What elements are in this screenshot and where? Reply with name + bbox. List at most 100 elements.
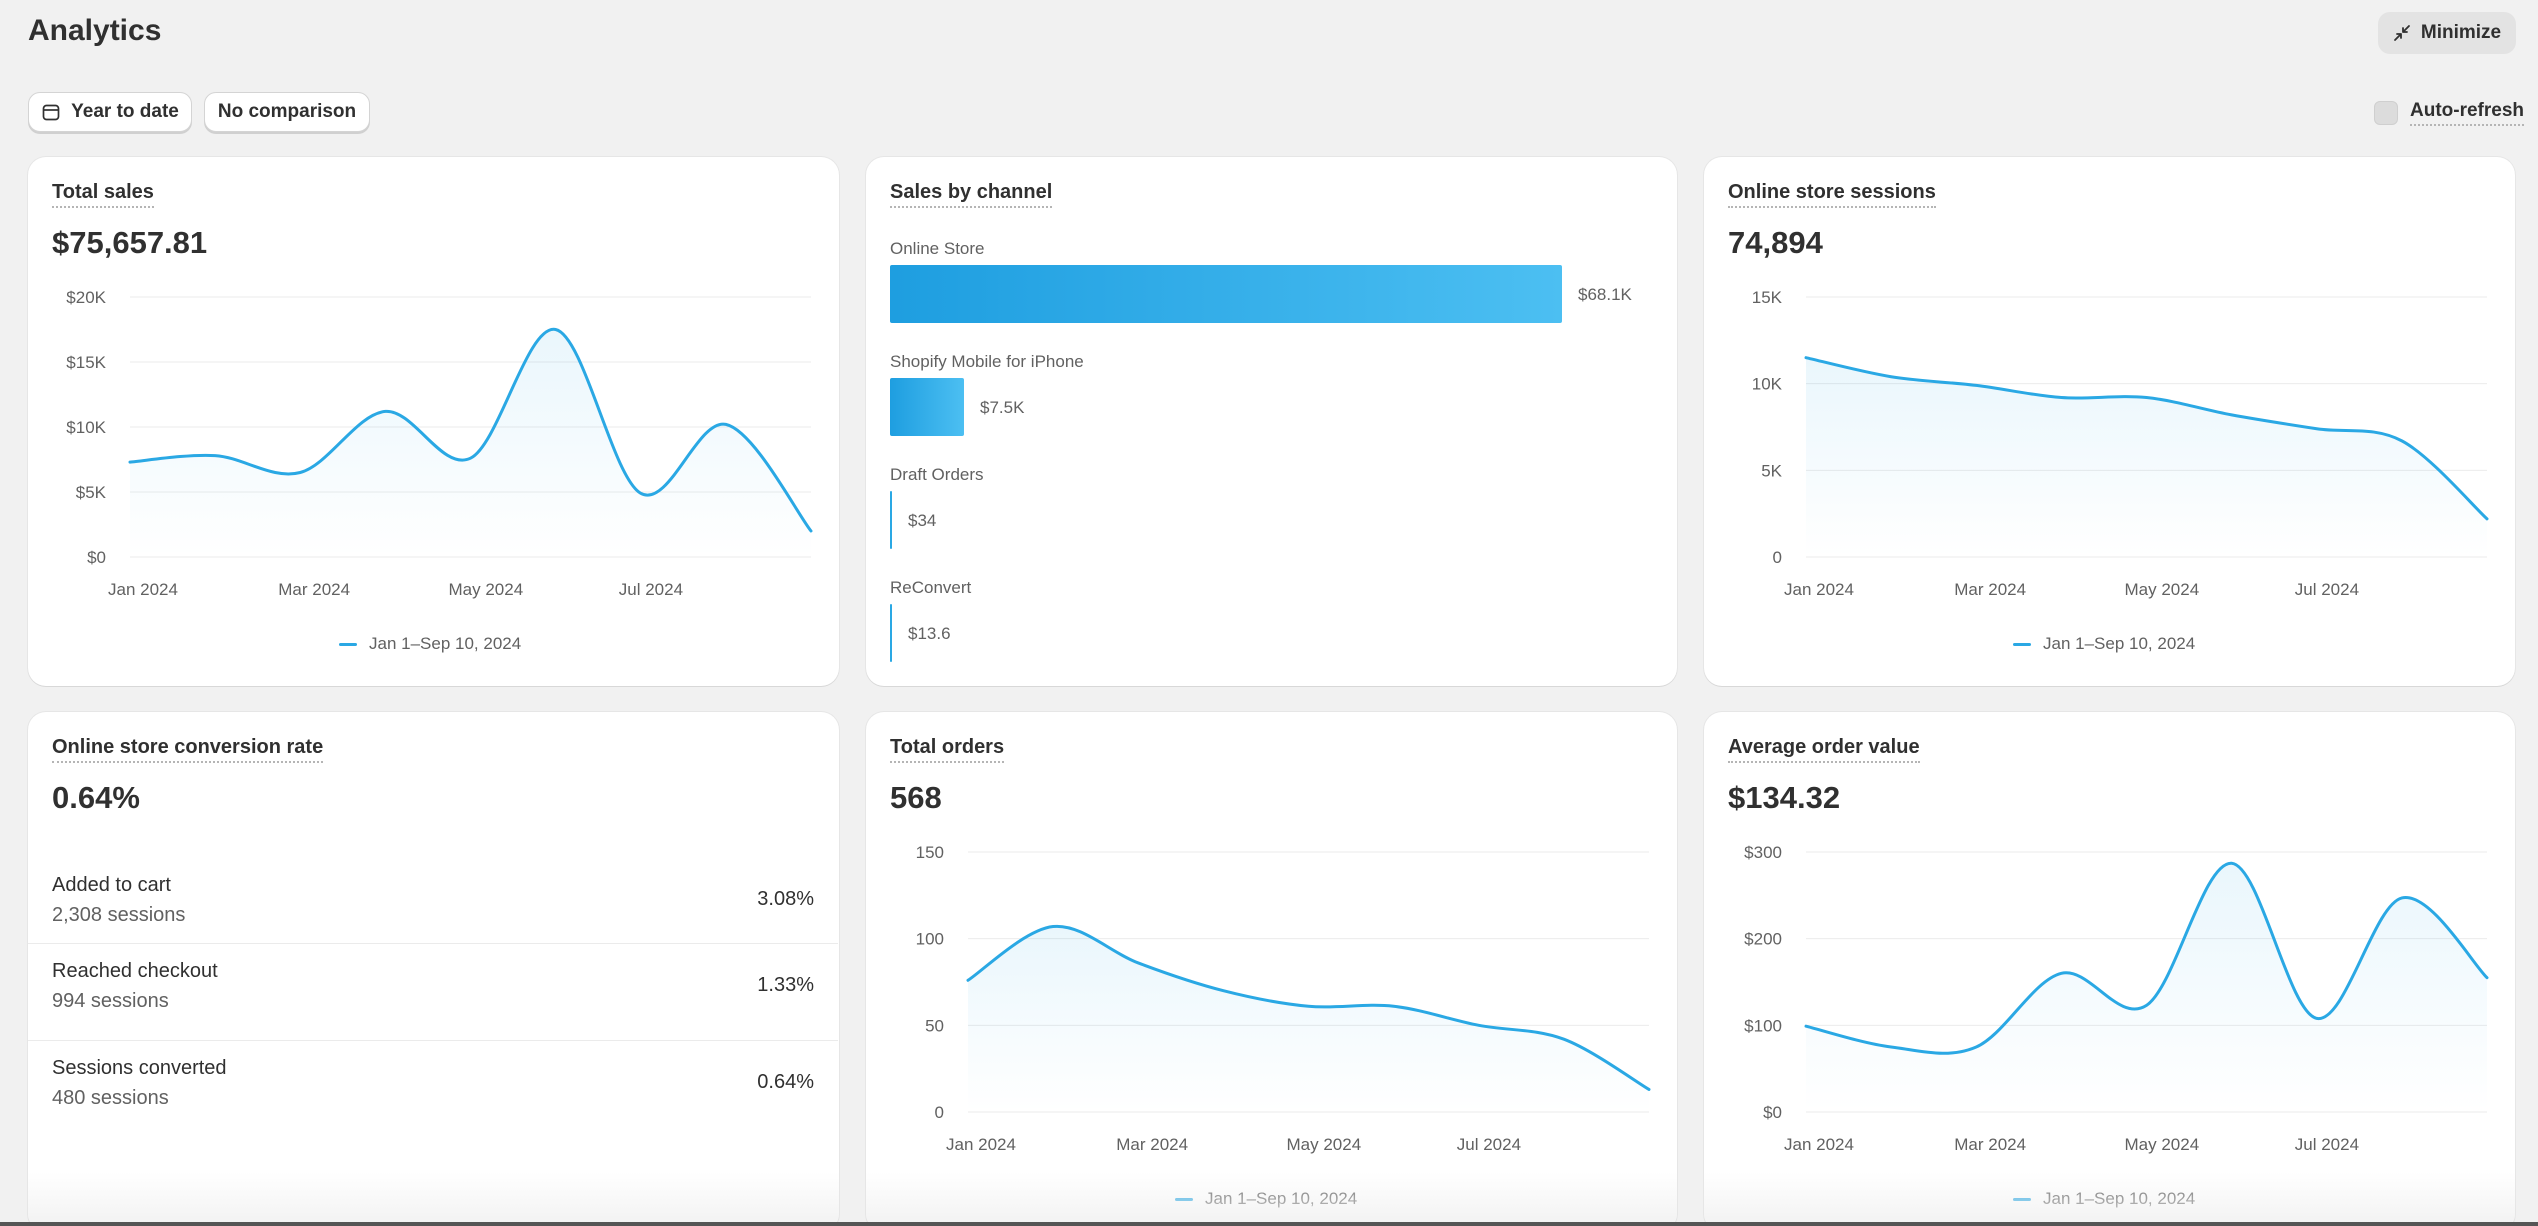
total-orders-chart: 0 50 100 150 Jan 2024 Mar 2024 May 2024 Jul 202… <box>916 843 1651 1154</box>
minimize-button[interactable]: Minimize <box>2378 12 2516 54</box>
date-range-button[interactable]: Year to date <box>28 92 192 132</box>
legend-label: Jan 1–Sep 10, 2024 <box>1205 1189 1358 1208</box>
conversion-step-name: Reached checkout <box>52 960 218 982</box>
conversion-step-sessions: 480 sessions <box>52 1087 169 1109</box>
y-tick-label: $20K <box>66 288 106 307</box>
comparison-label: No comparison <box>217 101 357 122</box>
legend-swatch <box>1175 1197 1193 1201</box>
y-tick-label: 5K <box>1761 461 1782 480</box>
x-tick-label: Mar 2024 <box>1954 1135 2026 1154</box>
x-tick-label: Jul 2024 <box>2295 1135 2359 1154</box>
legend-swatch <box>2013 1197 2031 1201</box>
card-value: $75,657.81 <box>52 225 208 260</box>
series-area <box>1806 863 2487 1112</box>
aov-chart: $0 $100 $200 $300 Jan 2024 Mar 2024 May 2024 Ju… <box>1744 843 2489 1154</box>
x-tick-label: Jan 2024 <box>1784 580 1854 599</box>
conversion-step-rate: 0.64% <box>757 1071 814 1093</box>
card-title[interactable]: Online store sessions <box>1728 181 1936 208</box>
total-orders-card[interactable]: Total orders 568 0 50 100 150 Jan 2024 Mar 20… <box>866 712 1677 1226</box>
conversion-row: Reached checkout 994 sessions 1.33% <box>28 943 838 1040</box>
series-line[interactable] <box>1804 356 2489 521</box>
conversion-step-rate: 1.33% <box>757 974 814 996</box>
conversion-step-sessions: 2,308 sessions <box>52 904 186 926</box>
card-title[interactable]: Total orders <box>890 736 1005 763</box>
channel-value: $7.5K <box>980 398 1025 417</box>
card-value: 0.64% <box>52 780 140 815</box>
channel-bar[interactable] <box>890 491 892 549</box>
comparison-button[interactable]: No comparison <box>204 92 370 132</box>
channel-label: Online Store <box>890 239 985 258</box>
series-area <box>130 329 811 557</box>
sessions-card[interactable]: Online store sessions 74,894 0 5K 10K 15K Ja… <box>1704 157 2515 686</box>
y-tick-label: 0 <box>935 1103 944 1122</box>
y-tick-label: $300 <box>1744 843 1782 862</box>
y-tick-label: $5K <box>76 483 107 502</box>
series-line[interactable] <box>966 925 1651 1091</box>
series-area <box>968 926 1649 1112</box>
legend-swatch <box>2013 642 2031 646</box>
card-title[interactable]: Average order value <box>1728 736 1920 763</box>
x-tick-label: Jul 2024 <box>2295 580 2359 599</box>
x-tick-label: Mar 2024 <box>278 580 350 599</box>
y-tick-label: 0 <box>1773 548 1782 567</box>
card-value: 568 <box>890 780 942 815</box>
conversion-rate-card[interactable]: Online store conversion rate 0.64% Added… <box>28 712 839 1226</box>
conversion-step-name: Added to cart <box>52 874 171 896</box>
card-value: $134.32 <box>1728 780 1841 815</box>
auto-refresh-toggle[interactable]: Auto-refresh <box>2374 100 2525 126</box>
y-tick-label: $100 <box>1744 1016 1782 1035</box>
y-tick-label: $200 <box>1744 930 1782 949</box>
y-tick-label: 50 <box>925 1016 944 1035</box>
total-sales-card[interactable]: Total sales $75,657.81 $0 $5K $10K $15K $20K… <box>28 157 839 686</box>
x-tick-label: Jul 2024 <box>619 580 683 599</box>
series-area <box>1806 357 2487 557</box>
minimize-label: Minimize <box>2420 22 2502 43</box>
y-tick-label: $0 <box>1763 1103 1782 1122</box>
card-title[interactable]: Online store conversion rate <box>52 736 324 763</box>
x-tick-label: May 2024 <box>2125 580 2200 599</box>
channel-bar[interactable] <box>890 265 1562 323</box>
x-tick-label: May 2024 <box>449 580 524 599</box>
x-tick-label: Mar 2024 <box>1954 580 2026 599</box>
x-tick-label: Jul 2024 <box>1457 1135 1521 1154</box>
fade-overlay <box>28 1172 839 1226</box>
x-tick-label: Jan 2024 <box>946 1135 1016 1154</box>
channel-bar[interactable] <box>890 378 964 436</box>
conversion-step-rate: 3.08% <box>757 888 814 910</box>
channel-value: $34 <box>908 511 937 530</box>
x-tick-label: Jan 2024 <box>108 580 178 599</box>
channel-label: Shopify Mobile for iPhone <box>890 352 1084 371</box>
conversion-step-name: Sessions converted <box>52 1057 227 1079</box>
channel-label: ReConvert <box>890 578 972 597</box>
y-tick-label: 150 <box>916 843 944 862</box>
legend-label: Jan 1–Sep 10, 2024 <box>2043 1189 2196 1208</box>
sales-by-channel-card[interactable]: Sales by channel Online Store $68.1K Shopi… <box>866 157 1677 686</box>
conversion-row: Added to cart 2,308 sessions 3.08% <box>28 858 838 955</box>
card-value: 74,894 <box>1728 225 1823 260</box>
y-tick-label: 10K <box>1752 375 1783 394</box>
auto-refresh-checkbox[interactable] <box>2374 101 2398 125</box>
channel-bar[interactable] <box>890 604 892 662</box>
channel-value: $13.6 <box>908 624 951 643</box>
series-line[interactable] <box>128 327 813 533</box>
legend-label: Jan 1–Sep 10, 2024 <box>2043 634 2196 653</box>
chart-legend: Jan 1–Sep 10, 2024 <box>339 634 521 654</box>
chart-legend: Jan 1–Sep 10, 2024 <box>2013 1189 2195 1209</box>
date-range-label: Year to date <box>71 101 179 122</box>
x-tick-label: May 2024 <box>2125 1135 2200 1154</box>
sessions-chart: 0 5K 10K 15K Jan 2024 Mar 2024 May 2024 Jul 202… <box>1752 288 2489 599</box>
y-tick-label: $15K <box>66 353 106 372</box>
chart-legend: Jan 1–Sep 10, 2024 <box>1175 1189 1357 1209</box>
y-tick-label: $0 <box>87 548 106 567</box>
bottom-edge <box>0 1222 2538 1226</box>
card-title[interactable]: Sales by channel <box>890 181 1053 208</box>
average-order-value-card[interactable]: Average order value $134.32 $0 $100 $200 $3… <box>1704 712 2515 1226</box>
minimize-icon <box>2393 25 2410 41</box>
conversion-row: Sessions converted 480 sessions 0.64% <box>28 1040 838 1137</box>
auto-refresh-label: Auto-refresh <box>2410 100 2525 126</box>
card-title[interactable]: Total sales <box>52 181 154 208</box>
series-line[interactable] <box>1804 861 2489 1055</box>
channel-value: $68.1K <box>1578 285 1632 304</box>
channel-label: Draft Orders <box>890 465 984 484</box>
conversion-step-sessions: 994 sessions <box>52 990 169 1012</box>
